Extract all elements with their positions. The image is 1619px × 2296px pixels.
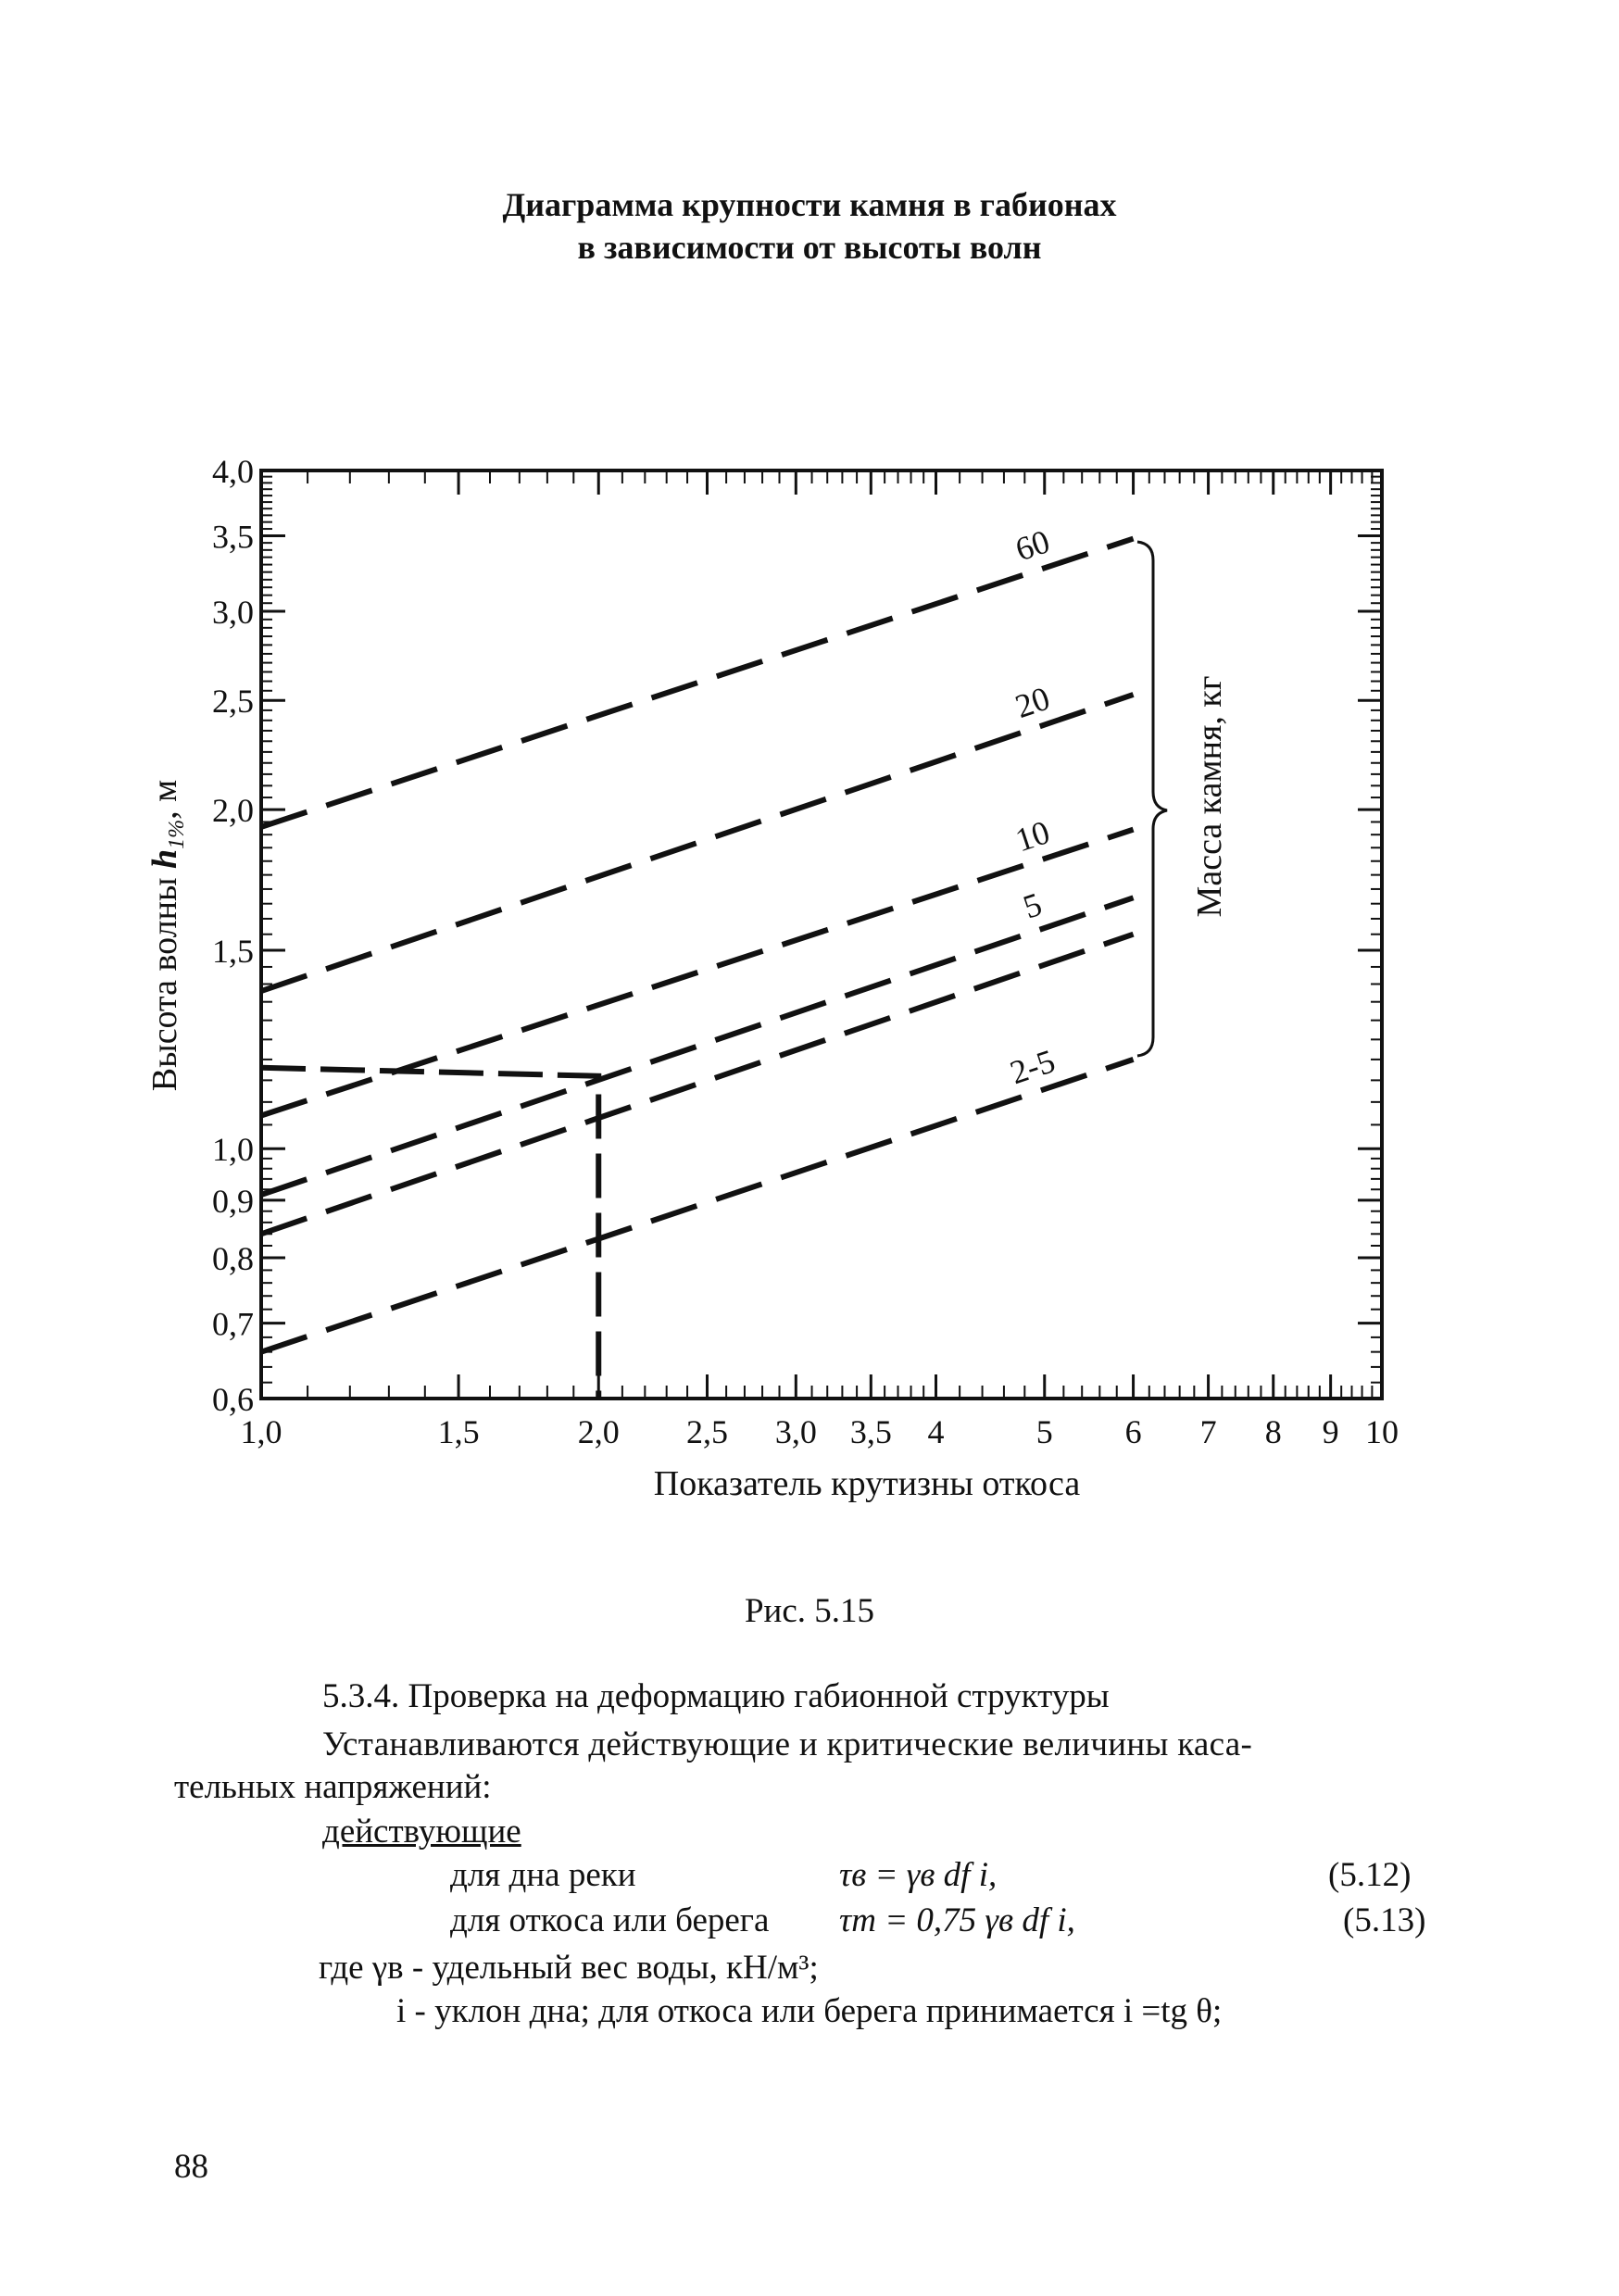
y-tick-label: 4,0 <box>212 453 254 490</box>
x-tick-label: 2,5 <box>686 1413 728 1450</box>
y-tick-labels: 0,6 0,7 0,8 0,9 1,0 1,5 2,0 2,5 3,0 3,5 4,0 <box>212 453 254 1418</box>
formula-1-number: (5.12) <box>1328 1856 1412 1894</box>
legend-bracket <box>1136 540 1168 1058</box>
x-tick-label: 8 <box>1265 1413 1282 1450</box>
x-tick-label: 4 <box>927 1413 944 1450</box>
x-tick-label: 2,0 <box>578 1413 620 1450</box>
x-tick-label: 10 <box>1365 1413 1399 1450</box>
y-tick-label: 1,5 <box>212 933 254 970</box>
y-tick-label: 0,9 <box>212 1183 254 1220</box>
y-tick-label: 2,0 <box>212 792 254 829</box>
section-heading: 5.3.4. Проверка на деформацию габионной … <box>322 1677 1110 1715</box>
x-tick-label: 6 <box>1125 1413 1142 1450</box>
where-line-1: где γв - удельный вес воды, кН/м³; <box>319 1949 819 1987</box>
y-tick-label: 0,6 <box>212 1381 254 1418</box>
x-tick-label: 3,5 <box>850 1413 892 1450</box>
formula-1: τв = γв df i, <box>839 1856 998 1894</box>
page-number: 88 <box>174 2148 208 2186</box>
plot-frame <box>259 469 1384 1400</box>
y-axis-label-sub: 1% <box>165 820 189 849</box>
series-label: 5 <box>1019 885 1047 926</box>
series-line <box>260 826 1135 1119</box>
x-tick-label: 5 <box>1036 1413 1053 1450</box>
chart-title-line-2: в зависимости от высоты волн <box>577 229 1042 266</box>
paragraph-line-1: Устанавливаются действующие и критически… <box>322 1725 1253 1763</box>
y-tick-label: 3,5 <box>212 519 254 556</box>
series-line <box>260 931 1135 1237</box>
series-label: 10 <box>1010 813 1054 859</box>
chart-title: Диаграмма крупности камня в габионах в з… <box>0 183 1619 269</box>
formula-2-label: для откоса или берега <box>450 1901 770 1939</box>
series-layer <box>260 535 1135 1355</box>
y-axis-label-var: h <box>145 849 184 869</box>
x-tick-label: 7 <box>1200 1413 1217 1450</box>
figure-caption: Рис. 5.15 <box>744 1592 875 1630</box>
y-axis-label-main: Высота волны <box>145 877 184 1091</box>
chart: 1,0 1,5 2,0 2,5 3,0 3,5 4 5 6 7 8 9 10 0,6 0,7 0,8 0,9 1… <box>145 453 1399 1503</box>
reference-layer <box>260 1064 602 1399</box>
y-axis-label: Высота волны h1%, м <box>145 780 189 1091</box>
x-tick-label: 9 <box>1323 1413 1339 1450</box>
series-label: 2-5 <box>1006 1042 1060 1091</box>
y-tick-label: 0,7 <box>212 1306 254 1343</box>
formula-1-label: для дна реки <box>450 1856 636 1894</box>
series-line <box>260 535 1135 830</box>
right-axis-label: Масса камня, кг <box>1190 676 1229 918</box>
y-tick-label: 1,0 <box>212 1131 254 1168</box>
y-axis-label-unit: , м <box>145 780 184 820</box>
series-labels: 60 20 10 5 2-5 <box>1006 522 1060 1091</box>
x-tick-label: 1,5 <box>438 1413 480 1450</box>
series-label: 60 <box>1010 522 1054 568</box>
y-tick-label: 3,0 <box>212 594 254 631</box>
paragraph-line-2: тельных напряжений: <box>174 1768 492 1806</box>
x-tick-label: 3,0 <box>775 1413 817 1450</box>
x-tick-label: 1,0 <box>241 1413 282 1450</box>
y-tick-label: 2,5 <box>212 683 254 720</box>
where-line-2: i - уклон дна; для откоса или берега при… <box>396 1992 1223 2030</box>
series-label: 20 <box>1010 680 1054 725</box>
series-line <box>260 1057 1135 1355</box>
reference-line <box>260 1064 602 1399</box>
x-tick-labels: 1,0 1,5 2,0 2,5 3,0 3,5 4 5 6 7 8 9 10 <box>241 1413 1399 1450</box>
y-tick-label: 0,8 <box>212 1240 254 1277</box>
chart-title-line-1: Диаграмма крупности камня в габионах <box>502 186 1117 223</box>
acting-heading: действующие <box>322 1813 521 1851</box>
formula-2: τm = 0,75 γв df i, <box>839 1901 1075 1939</box>
series-line <box>260 895 1135 1198</box>
series-line <box>260 692 1135 994</box>
formula-2-number: (5.13) <box>1343 1901 1426 1939</box>
x-axis-label: Показатель крутизны откоса <box>654 1464 1081 1503</box>
